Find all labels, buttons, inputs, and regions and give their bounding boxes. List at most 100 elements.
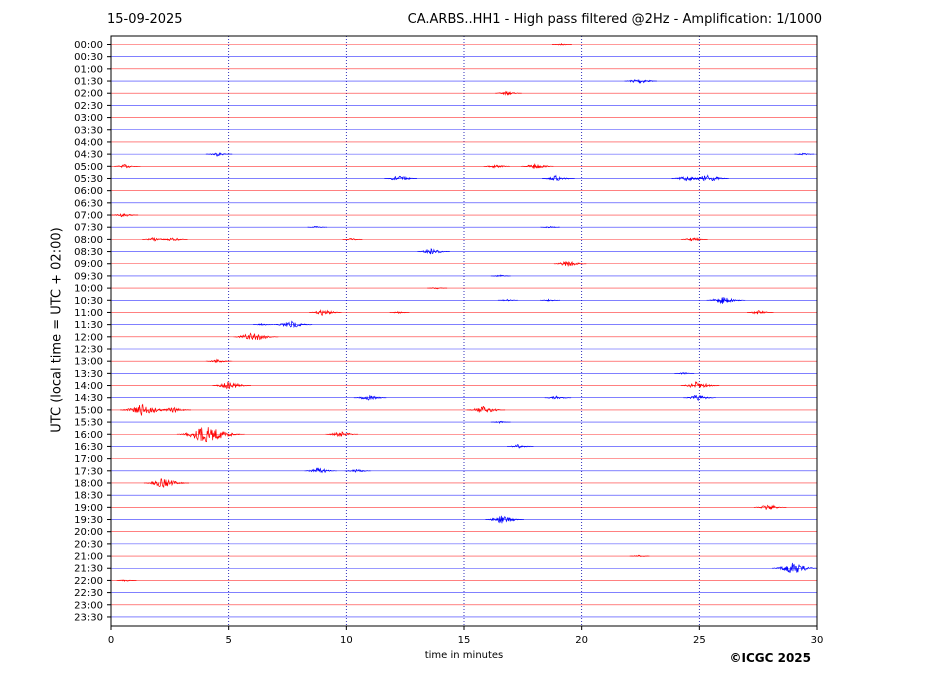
seismic-event bbox=[683, 394, 716, 402]
y-tick-label: 06:30 bbox=[74, 198, 103, 209]
seismic-event bbox=[553, 260, 587, 267]
x-tick-label: 0 bbox=[108, 635, 114, 646]
y-tick-label: 17:00 bbox=[74, 454, 103, 465]
y-tick-label: 07:30 bbox=[74, 223, 103, 234]
chart-title: CA.ARBS..HH1 - High pass filtered @2Hz -… bbox=[407, 12, 822, 27]
seismic-event bbox=[540, 225, 561, 229]
seismic-event bbox=[304, 467, 337, 474]
seismic-event bbox=[540, 298, 561, 302]
seismic-event bbox=[490, 420, 511, 424]
y-tick-label: 05:30 bbox=[74, 174, 103, 185]
y-tick-label: 13:30 bbox=[74, 369, 103, 380]
y-tick-label: 20:30 bbox=[74, 539, 103, 550]
y-tick-label: 02:30 bbox=[74, 101, 103, 112]
y-tick-label: 06:00 bbox=[74, 186, 103, 197]
seismic-event bbox=[794, 152, 815, 156]
y-tick-label: 03:00 bbox=[74, 113, 103, 124]
y-tick-label: 08:30 bbox=[74, 247, 103, 258]
seismic-event bbox=[681, 237, 708, 242]
seismic-event bbox=[485, 515, 524, 524]
y-tick-label: 08:00 bbox=[74, 235, 103, 246]
seismic-event bbox=[212, 381, 251, 390]
y-tick-label: 03:30 bbox=[74, 125, 103, 136]
trace-rows bbox=[111, 44, 817, 618]
seismic-event bbox=[176, 427, 245, 443]
seismic-events bbox=[111, 42, 817, 582]
y-tick-label: 10:00 bbox=[74, 284, 103, 295]
seismic-event bbox=[706, 297, 746, 305]
seismic-event bbox=[158, 406, 191, 414]
seismic-event bbox=[497, 298, 518, 302]
seismic-event bbox=[680, 380, 720, 388]
y-tick-label: 17:30 bbox=[74, 466, 103, 477]
y-tick-label: 01:00 bbox=[74, 64, 103, 75]
y-tick-label: 00:00 bbox=[74, 40, 103, 51]
seismic-event bbox=[490, 274, 511, 278]
seismic-event bbox=[520, 163, 554, 169]
seismic-event bbox=[507, 444, 534, 449]
seismic-event bbox=[389, 310, 410, 314]
y-tick-label: 18:30 bbox=[74, 491, 103, 502]
plot-frame bbox=[110, 35, 818, 627]
x-tick-label: 5 bbox=[225, 635, 231, 646]
y-tick-label: 01:30 bbox=[74, 77, 103, 88]
y-tick-label: 11:30 bbox=[74, 320, 103, 331]
y-tick-label: 21:30 bbox=[74, 564, 103, 575]
seismic-event bbox=[342, 238, 363, 241]
seismic-event bbox=[674, 371, 695, 375]
x-tick-label: 20 bbox=[575, 635, 588, 646]
seismic-event bbox=[161, 237, 188, 241]
y-tick-label: 15:00 bbox=[74, 405, 103, 416]
seismic-event bbox=[205, 152, 233, 157]
y-tick-label: 12:30 bbox=[74, 345, 103, 356]
x-axis-ticks: 0 5 10 15 20 25 30 bbox=[108, 626, 824, 646]
seismic-event bbox=[114, 164, 141, 169]
x-tick-label: 30 bbox=[811, 635, 824, 646]
seismic-event bbox=[629, 554, 650, 558]
seismic-event bbox=[417, 247, 450, 255]
y-tick-label: 12:00 bbox=[74, 332, 103, 343]
x-tick-label: 15 bbox=[458, 635, 471, 646]
seismic-event bbox=[772, 562, 817, 573]
y-tick-label: 23:00 bbox=[74, 600, 103, 611]
y-tick-label: 18:00 bbox=[74, 478, 103, 489]
seismic-event bbox=[544, 395, 572, 400]
y-tick-label: 15:30 bbox=[74, 418, 103, 429]
seismic-event bbox=[466, 406, 506, 413]
y-tick-label: 10:30 bbox=[74, 296, 103, 307]
seismic-event bbox=[353, 394, 387, 401]
y-tick-label: 07:00 bbox=[74, 211, 103, 222]
y-tick-label: 00:30 bbox=[74, 52, 103, 63]
y-tick-label: 16:30 bbox=[74, 442, 103, 453]
y-tick-label: 09:30 bbox=[74, 271, 103, 282]
seismic-event bbox=[747, 310, 774, 315]
y-tick-label: 19:00 bbox=[74, 503, 103, 514]
seismic-event bbox=[552, 42, 572, 46]
seismic-event bbox=[111, 212, 139, 218]
y-tick-label: 14:30 bbox=[74, 393, 103, 404]
seismic-event bbox=[233, 332, 279, 341]
seismic-event bbox=[344, 468, 372, 473]
y-tick-label: 05:00 bbox=[74, 162, 103, 173]
x-axis-label: time in minutes bbox=[424, 650, 504, 661]
seismic-event bbox=[253, 323, 273, 326]
seismic-event bbox=[427, 287, 448, 290]
seismic-event bbox=[542, 174, 575, 181]
seismic-event bbox=[307, 225, 328, 228]
chart-date: 15-09-2025 bbox=[107, 12, 183, 27]
y-tick-label: 13:00 bbox=[74, 357, 103, 368]
y-tick-label: 23:30 bbox=[74, 612, 103, 623]
seismic-event bbox=[116, 579, 137, 582]
seismic-event bbox=[495, 90, 522, 96]
gridlines bbox=[228, 36, 700, 626]
seismic-event bbox=[273, 320, 313, 329]
y-tick-label: 09:00 bbox=[74, 259, 103, 270]
seismic-event bbox=[205, 358, 233, 364]
y-tick-label: 11:00 bbox=[74, 308, 103, 319]
x-tick-label: 25 bbox=[693, 635, 706, 646]
y-tick-label: 04:00 bbox=[74, 137, 103, 148]
y-axis-label: UTC (local time = UTC + 02:00) bbox=[49, 227, 65, 433]
seismic-event bbox=[384, 175, 417, 181]
